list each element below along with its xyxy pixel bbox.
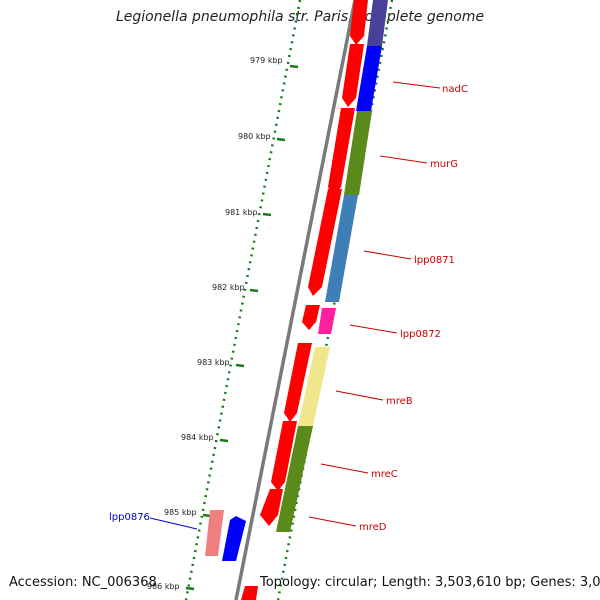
tick-980: [276, 137, 286, 142]
gene-label-murG: murG: [430, 159, 458, 170]
label-connector-mreD: [308, 516, 357, 527]
backbone-line: [234, 0, 357, 600]
tick-982: [249, 288, 259, 293]
cog-bar-6: [298, 347, 330, 426]
tick-label-984: 984 kbp: [181, 433, 214, 442]
tick-label-981: 981 kbp: [225, 208, 258, 217]
label-connector-lpp0876: [149, 517, 198, 530]
gene-label-lpp0872: lpp0872: [400, 329, 441, 340]
tick-986: [185, 586, 195, 591]
cds-feature-5: [302, 305, 320, 330]
label-connector-mreB: [335, 390, 384, 401]
cog-bar-1: [367, 0, 388, 46]
cds-feature-7: [271, 421, 297, 491]
tick-label-980: 980 kbp: [238, 132, 271, 141]
gene-label-mreB: mreB: [386, 396, 413, 407]
tick-981: [262, 212, 272, 217]
tick-983: [235, 363, 245, 368]
cds-feature-1: [350, 0, 368, 45]
gene-label-lpp0876: lpp0876: [109, 512, 150, 523]
label-connector-nadC: [392, 81, 441, 89]
gene-label-mreC: mreC: [371, 469, 398, 480]
label-connector-murG: [379, 155, 428, 164]
cds-feature-6: [284, 343, 312, 422]
gene-label-nadC: nadC: [442, 84, 468, 95]
tick-label-979: 979 kbp: [250, 56, 283, 65]
gene-label-lpp0871: lpp0871: [414, 255, 455, 266]
cog-bar-lpp0876: [205, 510, 224, 556]
cog-bar-2: [356, 46, 382, 111]
topology-label: Topology: circular; Length: 3,503,610 bp…: [260, 575, 600, 590]
cds-feature-3: [328, 108, 355, 196]
map-title: Legionella pneumophila str. Paris, compl…: [115, 9, 485, 25]
cog-bar-4: [325, 195, 358, 302]
tick-label-982: 982 kbp: [212, 283, 245, 292]
tick-label-985: 985 kbp: [164, 508, 197, 517]
cog-bar-5: [318, 308, 336, 334]
cds-feature-2: [342, 44, 364, 107]
gene-label-mreD: mreD: [359, 522, 387, 533]
tick-label-983: 983 kbp: [197, 358, 230, 367]
cds-feature-lpp0876: [222, 516, 246, 561]
cds-feature-9: [241, 586, 258, 600]
label-connector-lpp0871: [363, 250, 412, 260]
cog-bar-3: [344, 111, 372, 195]
label-connector-lpp0872: [349, 324, 398, 334]
cog-bar-7: [276, 426, 313, 532]
cds-feature-8: [260, 489, 283, 526]
tick-979: [289, 64, 299, 69]
label-connector-mreC: [320, 463, 369, 474]
accession-label: Accession: NC_006368: [9, 575, 157, 590]
cds-feature-4: [308, 189, 342, 296]
tick-label-986: 986 kbp: [147, 582, 180, 591]
tick-984: [219, 438, 229, 443]
